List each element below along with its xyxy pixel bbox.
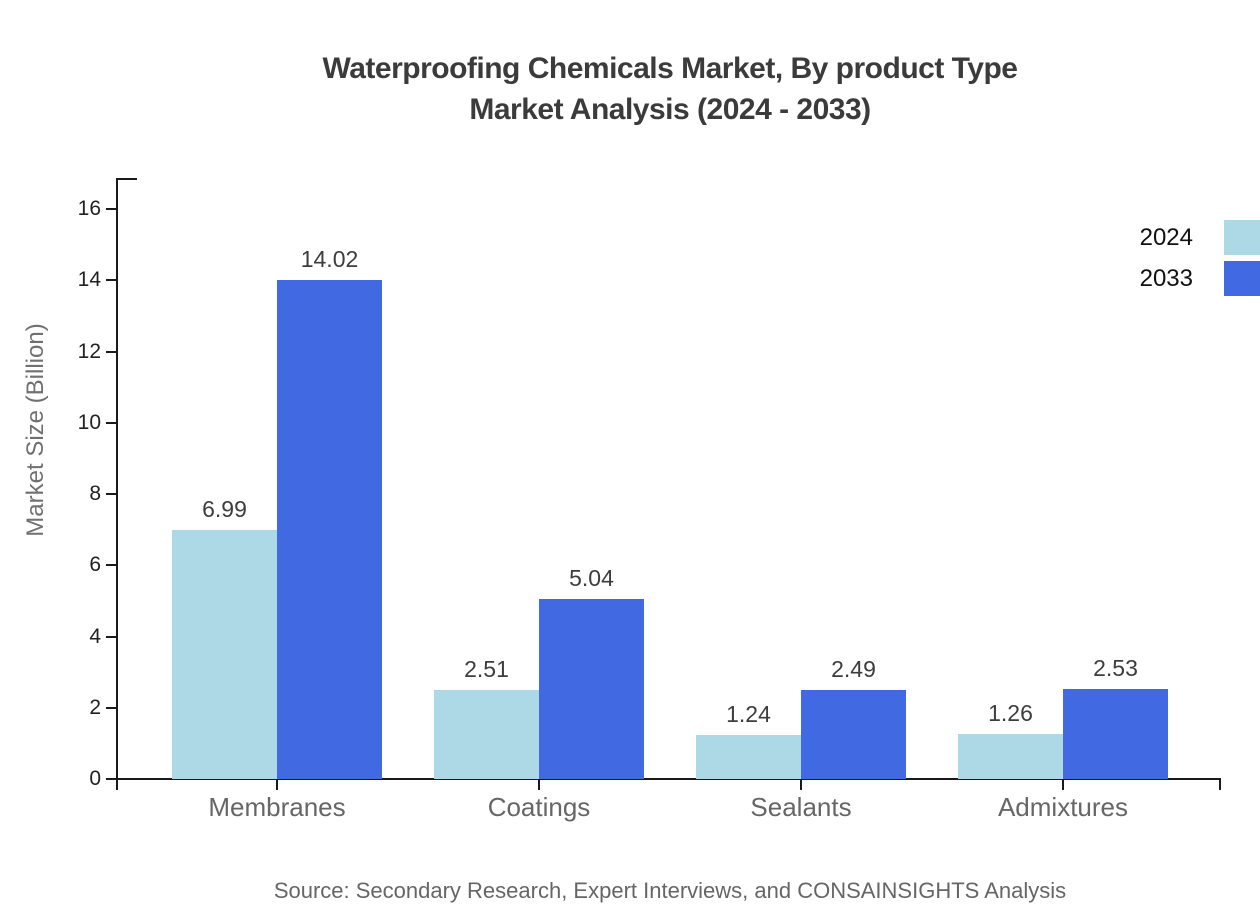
x-tick: [538, 779, 540, 790]
category-label-sealants: Sealants: [750, 792, 852, 822]
chart-title-block: Waterproofing Chemicals Market, By produ…: [118, 48, 1222, 130]
legend-swatch-2024: [1224, 220, 1260, 255]
y-tick: [106, 208, 117, 210]
y-tick: [106, 778, 117, 780]
legend-swatch-2033: [1224, 261, 1260, 296]
value-label-2024-admixtures: 1.26: [988, 700, 1033, 727]
y-tick-label: 14: [77, 268, 101, 292]
category-label-admixtures: Admixtures: [997, 792, 1129, 822]
bar-2024-membranes: [172, 529, 277, 779]
value-label-2024-membranes: 6.99: [202, 495, 247, 522]
y-tick-label: 4: [89, 624, 101, 648]
source-note: Source: Secondary Research, Expert Inter…: [273, 878, 1067, 903]
y-axis-top-cap: [116, 178, 137, 180]
chart-subtitle: Market Analysis (2024 - 2033): [469, 93, 871, 126]
x-axis-right-cap: [1219, 778, 1221, 790]
bar-2033-admixtures: [1063, 688, 1168, 779]
y-tick: [106, 421, 117, 424]
legend-label-2033: 2033: [1139, 265, 1193, 292]
x-axis-line: [116, 778, 1221, 780]
y-tick-label: 12: [77, 339, 101, 363]
value-label-2033-coatings: 5.04: [569, 565, 614, 592]
value-label-2024-coatings: 2.51: [464, 655, 509, 682]
bar-2033-sealants: [801, 690, 906, 779]
y-tick-label: 0: [89, 767, 101, 790]
category-label-membranes: Membranes: [208, 792, 346, 822]
value-label-2033-membranes: 14.02: [300, 245, 359, 272]
y-tick-label: 16: [77, 197, 101, 220]
y-tick-label: 10: [77, 410, 101, 434]
y-tick: [106, 279, 117, 282]
y-tick: [106, 564, 117, 567]
value-label-2024-sealants: 1.24: [726, 700, 771, 727]
y-axis-title: Market Size (Billion): [22, 323, 49, 537]
legend-label-2024: 2024: [1139, 224, 1193, 251]
chart-title: Waterproofing Chemicals Market, By produ…: [322, 52, 1018, 85]
bar-2024-sealants: [696, 734, 801, 779]
y-tick: [106, 350, 117, 353]
y-tick: [106, 493, 117, 495]
y-axis-line: [116, 178, 118, 790]
value-label-2033-admixtures: 2.53: [1093, 654, 1138, 681]
y-tick-label: 6: [89, 553, 101, 577]
y-tick: [106, 635, 117, 638]
x-tick: [800, 779, 802, 790]
y-tick-label: 2: [89, 695, 101, 719]
bar-2024-coatings: [434, 689, 539, 779]
bar-2033-membranes: [277, 279, 382, 779]
value-label-2033-sealants: 2.49: [831, 656, 876, 683]
y-tick: [106, 706, 117, 709]
category-label-coatings: Coatings: [487, 792, 591, 822]
bar-2024-admixtures: [958, 734, 1063, 779]
y-tick-label: 8: [89, 482, 101, 505]
bar-2033-coatings: [539, 599, 644, 779]
x-tick: [1062, 779, 1064, 790]
x-tick: [276, 779, 278, 790]
